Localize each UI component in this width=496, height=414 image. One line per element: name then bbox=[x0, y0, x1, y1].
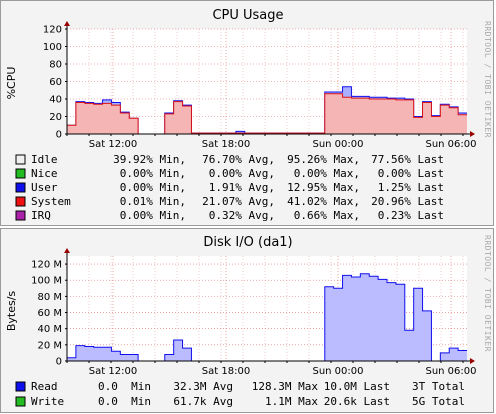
cpu-legend-swatch-nice bbox=[15, 168, 26, 179]
disk-y-tick-label: 40 M bbox=[37, 324, 62, 335]
cpu-legend-min: 0.00% Min, bbox=[120, 181, 186, 194]
disk-read-area bbox=[67, 273, 467, 361]
cpu-legend-max: 95.26% Max, bbox=[287, 153, 360, 166]
cpu-y-axis-arrow bbox=[64, 21, 70, 26]
cpu-legend-swatch-system bbox=[15, 196, 26, 207]
cpu-legend-last: 0.23% Last bbox=[378, 209, 444, 222]
cpu-legend-min: 0.00% Min, bbox=[120, 209, 186, 222]
disk-y-axis-label: Bytes/s bbox=[5, 291, 18, 332]
cpu-legend-name: IRQ bbox=[31, 209, 51, 222]
cpu-x-tick-label: Sat 18:00 bbox=[202, 139, 250, 150]
disk-legend-max: 128.3M Max bbox=[252, 380, 319, 393]
disk-x-tick-label: Sat 18:00 bbox=[202, 366, 250, 377]
disk-y-tick-label: 0 bbox=[56, 357, 62, 368]
cpu-usage-chart: CPU Usage %CPU RRDTOOL / TOBI OETIKER 0 2… bbox=[5, 8, 492, 222]
cpu-legend-avg: 0.32% Avg, bbox=[209, 209, 275, 222]
disk-y-tick-label: 20 M bbox=[37, 340, 62, 351]
disk-legend-last: 10.0M Last bbox=[324, 380, 390, 393]
disk-legend: Read 0.0 Min 32.3M Avg 128.3M Max 10.0M Last… bbox=[15, 380, 465, 408]
cpu-x-tick-label: Sat 12:00 bbox=[89, 139, 137, 150]
cpu-legend-swatch-irq bbox=[15, 210, 26, 221]
disk-legend-min: 0.0 Min bbox=[98, 395, 151, 408]
cpu-watermark: RRDTOOL / TOBI OETIKER bbox=[483, 21, 492, 138]
cpu-legend-min: 0.01% Min, bbox=[120, 195, 186, 208]
cpu-chart-title: CPU Usage bbox=[212, 8, 283, 23]
cpu-y-tick-label: 120 bbox=[43, 25, 62, 36]
cpu-y-tick-label: 60 bbox=[49, 77, 62, 88]
disk-x-axis-arrow bbox=[470, 358, 475, 364]
disk-x-ticks: Sat 12:00 Sat 18:00 Sun 00:00 Sun 06:00 bbox=[89, 366, 477, 377]
cpu-legend-min: 39.92% Min, bbox=[113, 153, 186, 166]
disk-axes bbox=[64, 248, 475, 364]
cpu-marks bbox=[67, 86, 467, 135]
cpu-y-tick-label: 0 bbox=[56, 130, 62, 141]
disk-legend-min: 0.0 Min bbox=[98, 380, 151, 393]
cpu-legend: Idle 39.92% Min, 76.70% Avg, 95.26% Max, 77.… bbox=[15, 153, 444, 222]
disk-legend-avg: 32.3M Avg bbox=[173, 380, 233, 393]
cpu-legend-swatch-user bbox=[15, 182, 26, 193]
cpu-y-tick-label: 40 bbox=[49, 95, 62, 106]
disk-watermark: RRDTOOL / TOBI OETIKER bbox=[483, 235, 492, 352]
cpu-y-tick-label: 80 bbox=[49, 60, 62, 71]
cpu-legend-last: 0.00% Last bbox=[378, 167, 444, 180]
disk-io-chart: Disk I/O (da1) Bytes/s RRDTOOL / TOBI OE… bbox=[5, 235, 492, 408]
cpu-axes bbox=[64, 21, 475, 137]
cpu-legend-max: 12.95% Max, bbox=[287, 181, 360, 194]
disk-x-tick-label: Sat 12:00 bbox=[89, 366, 137, 377]
cpu-legend-avg: 21.07% Avg, bbox=[202, 195, 275, 208]
disk-legend-total: 5G Total bbox=[412, 395, 465, 408]
cpu-system-area bbox=[67, 93, 467, 134]
cpu-x-ticks: Sat 12:00 Sat 18:00 Sun 00:00 Sun 06:00 bbox=[89, 139, 477, 150]
disk-chart-title: Disk I/O (da1) bbox=[203, 235, 292, 250]
cpu-usage-panel: CPU Usage %CPU RRDTOOL / TOBI OETIKER 0 2… bbox=[0, 0, 494, 226]
cpu-legend-name: System bbox=[31, 195, 71, 208]
cpu-y-tick-label: 100 bbox=[43, 42, 62, 53]
disk-y-ticks: 0 20 M 40 M 60 M 80 M 100 M 120 M bbox=[31, 260, 62, 368]
cpu-x-axis-arrow bbox=[470, 131, 475, 137]
disk-legend-max: 1.1M Max bbox=[265, 395, 318, 408]
cpu-legend-swatch-idle bbox=[15, 154, 26, 165]
cpu-y-tick-label: 20 bbox=[49, 112, 62, 123]
cpu-legend-avg: 76.70% Avg, bbox=[202, 153, 275, 166]
cpu-legend-avg: 0.00% Avg, bbox=[209, 167, 275, 180]
cpu-legend-name: User bbox=[31, 181, 58, 194]
disk-x-tick-label: Sun 06:00 bbox=[425, 366, 476, 377]
cpu-system-line bbox=[67, 93, 467, 135]
disk-y-axis-arrow bbox=[64, 248, 70, 253]
cpu-y-axis-label: %CPU bbox=[5, 67, 18, 100]
disk-legend-last: 20.6k Last bbox=[324, 395, 390, 408]
cpu-legend-last: 1.25% Last bbox=[378, 181, 444, 194]
cpu-legend-avg: 1.91% Avg, bbox=[209, 181, 275, 194]
cpu-x-tick-label: Sun 06:00 bbox=[425, 139, 476, 150]
cpu-legend-max: 0.66% Max, bbox=[294, 209, 360, 222]
disk-legend-swatch-read bbox=[15, 381, 26, 392]
cpu-legend-max: 41.02% Max, bbox=[287, 195, 360, 208]
cpu-legend-last: 20.96% Last bbox=[371, 195, 444, 208]
disk-legend-name: Write bbox=[31, 395, 64, 408]
cpu-legend-min: 0.00% Min, bbox=[120, 167, 186, 180]
disk-y-tick-label: 80 M bbox=[37, 292, 62, 303]
disk-y-tick-label: 100 M bbox=[31, 276, 62, 287]
cpu-legend-name: Nice bbox=[31, 167, 58, 180]
disk-y-tick-label: 120 M bbox=[31, 260, 62, 271]
cpu-y-ticks: 0 20 40 60 80 100 120 bbox=[43, 25, 62, 141]
disk-x-tick-label: Sun 00:00 bbox=[312, 366, 363, 377]
disk-y-tick-label: 60 M bbox=[37, 308, 62, 319]
disk-io-panel: Disk I/O (da1) Bytes/s RRDTOOL / TOBI OE… bbox=[0, 228, 494, 413]
disk-legend-swatch-write bbox=[15, 396, 26, 407]
cpu-x-tick-label: Sun 00:00 bbox=[312, 139, 363, 150]
cpu-legend-name: Idle bbox=[31, 153, 58, 166]
disk-legend-name: Read bbox=[31, 380, 58, 393]
cpu-legend-max: 0.00% Max, bbox=[294, 167, 360, 180]
cpu-legend-last: 77.56% Last bbox=[371, 153, 444, 166]
disk-legend-avg: 61.7k Avg bbox=[173, 395, 233, 408]
disk-legend-total: 3T Total bbox=[412, 380, 465, 393]
